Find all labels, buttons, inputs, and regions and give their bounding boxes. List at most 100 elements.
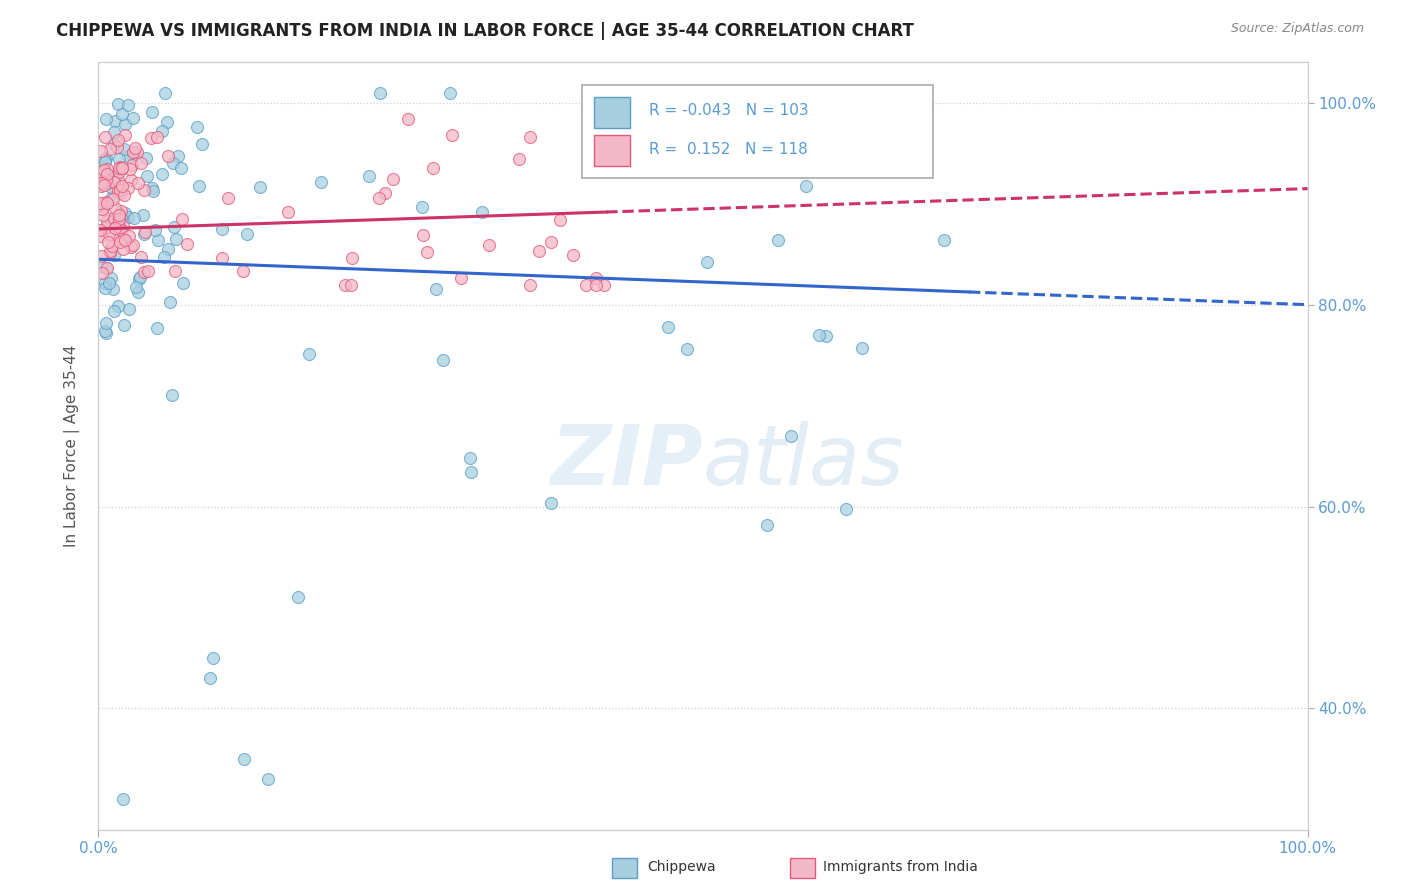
Point <box>166 149 188 163</box>
Point <box>540 235 562 250</box>
Point <box>132 265 155 279</box>
Point <box>368 191 391 205</box>
Point <box>794 178 817 193</box>
Point <box>561 248 583 262</box>
Text: CHIPPEWA VS IMMIGRANTS FROM INDIA IN LABOR FORCE | AGE 35-44 CORRELATION CHART: CHIPPEWA VS IMMIGRANTS FROM INDIA IN LAB… <box>56 22 914 40</box>
Point <box>548 212 571 227</box>
Point <box>104 114 127 128</box>
Point <box>540 496 562 510</box>
Point <box>104 219 127 233</box>
Point <box>357 169 380 183</box>
Y-axis label: In Labor Force | Age 35-44: In Labor Force | Age 35-44 <box>63 345 80 547</box>
Text: Source: ZipAtlas.com: Source: ZipAtlas.com <box>1230 22 1364 36</box>
Point <box>98 246 121 260</box>
Point <box>146 233 169 247</box>
Point <box>159 294 181 309</box>
Point <box>217 190 239 204</box>
Text: R = -0.043   N = 103: R = -0.043 N = 103 <box>648 103 808 119</box>
Point <box>657 319 679 334</box>
Point <box>124 141 146 155</box>
Point <box>96 316 118 330</box>
Point <box>97 276 120 290</box>
Point <box>114 128 136 143</box>
Point <box>103 221 125 235</box>
Point <box>93 178 115 192</box>
Point <box>471 205 494 219</box>
Point <box>94 261 117 276</box>
Point <box>128 272 150 286</box>
Point <box>98 227 121 241</box>
Point <box>90 178 112 193</box>
Point <box>932 233 955 247</box>
Point <box>768 233 790 247</box>
Point <box>93 155 115 169</box>
Point <box>172 211 194 226</box>
Point <box>415 244 437 259</box>
Point <box>93 163 115 178</box>
Point <box>112 142 135 156</box>
Point <box>96 162 118 177</box>
Point <box>90 169 112 183</box>
Point <box>156 114 179 128</box>
Point <box>96 213 118 227</box>
Point <box>127 145 149 159</box>
Point <box>98 142 121 156</box>
Point <box>176 236 198 251</box>
Point <box>94 324 117 338</box>
Text: Immigrants from India: Immigrants from India <box>823 860 977 874</box>
Point <box>170 161 193 175</box>
Point <box>108 152 131 166</box>
Point <box>136 264 159 278</box>
Point <box>89 223 111 237</box>
Point <box>90 172 112 186</box>
Point <box>460 465 482 479</box>
Point <box>815 329 838 343</box>
Point <box>93 153 115 167</box>
Point <box>94 130 117 145</box>
Point <box>145 129 167 144</box>
Point <box>411 200 433 214</box>
Point <box>374 186 396 201</box>
Point <box>478 238 501 252</box>
Point <box>96 173 118 187</box>
Point <box>202 651 225 665</box>
Point <box>110 222 132 236</box>
Point <box>124 211 146 226</box>
Point <box>118 228 141 243</box>
Point <box>808 328 831 343</box>
Point <box>108 235 131 250</box>
Point <box>94 281 117 295</box>
Point <box>100 179 122 194</box>
Point <box>96 235 118 249</box>
Point <box>127 285 149 299</box>
Point <box>98 244 121 259</box>
Point <box>145 320 167 334</box>
Point <box>111 161 134 176</box>
Point <box>121 237 143 252</box>
Point <box>211 221 233 235</box>
Point <box>527 244 550 258</box>
Point <box>107 165 129 179</box>
Point <box>107 173 129 187</box>
Point <box>157 148 180 162</box>
Point <box>94 112 117 127</box>
Point <box>103 211 125 226</box>
Point <box>90 164 112 178</box>
Point <box>107 133 129 147</box>
Point <box>94 277 117 291</box>
Point <box>121 158 143 172</box>
Point <box>103 175 125 189</box>
Point <box>396 112 419 126</box>
Point <box>450 270 472 285</box>
Point <box>249 180 271 194</box>
Point <box>117 98 139 112</box>
Point <box>139 131 162 145</box>
Point <box>121 149 143 163</box>
Text: R =  0.152   N = 118: R = 0.152 N = 118 <box>648 142 807 157</box>
Point <box>160 388 183 402</box>
Point <box>585 277 607 292</box>
Point <box>110 179 132 194</box>
Point <box>118 301 141 316</box>
Point <box>90 260 112 274</box>
Point <box>107 184 129 198</box>
